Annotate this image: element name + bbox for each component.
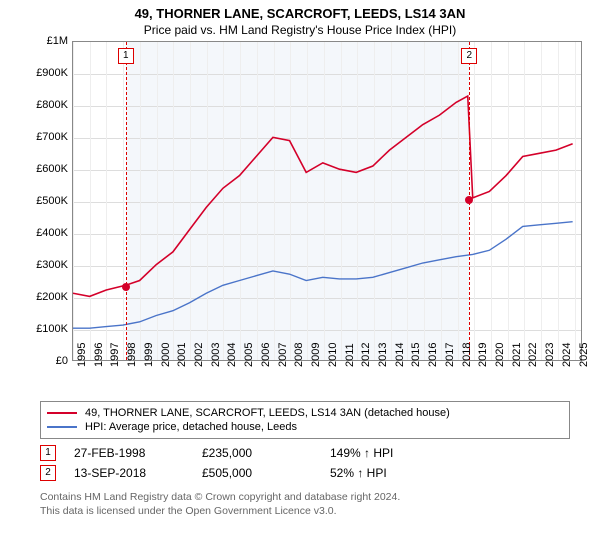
line-layer [73,42,581,360]
page-subtitle: Price paid vs. HM Land Registry's House … [0,21,600,41]
annotation-flag: 2 [40,465,56,481]
legend-row: 49, THORNER LANE, SCARCROFT, LEEDS, LS14… [47,406,563,420]
y-tick-label: £900K [18,67,68,79]
y-tick-label: £600K [18,163,68,175]
marker-dot-1 [122,283,130,291]
legend-swatch [47,412,77,414]
series-price_paid [73,96,573,296]
footer-line2: This data is licensed under the Open Gov… [40,505,570,519]
legend-row: HPI: Average price, detached house, Leed… [47,420,563,434]
annotation-row: 1 27-FEB-1998 £235,000 149% ↑ HPI [40,443,570,463]
x-tick-label: 2002 [193,343,205,367]
x-tick-label: 1998 [126,343,138,367]
marker-flag-1: 1 [118,48,134,64]
x-tick-label: 2017 [444,343,456,367]
container: 49, THORNER LANE, SCARCROFT, LEEDS, LS14… [0,0,600,560]
x-tick-label: 2015 [410,343,422,367]
annotation-price: £235,000 [202,446,312,460]
series-hpi [73,222,573,329]
y-tick-label: £300K [18,259,68,271]
y-tick-label: £100K [18,323,68,335]
chart-area: £0£100K£200K£300K£400K£500K£600K£700K£80… [30,41,590,391]
annotation-delta: 149% ↑ HPI [330,446,440,460]
x-tick-label: 2001 [176,343,188,367]
y-tick-label: £700K [18,131,68,143]
x-tick-label: 2005 [243,343,255,367]
marker-flag-2: 2 [461,48,477,64]
x-tick-label: 2003 [210,343,222,367]
y-tick-label: £1M [18,35,68,47]
x-tick-label: 2024 [561,343,573,367]
x-tick-label: 1996 [93,343,105,367]
y-tick-label: £800K [18,99,68,111]
x-tick-label: 2000 [160,343,172,367]
x-tick-label: 2020 [494,343,506,367]
annotation-price: £505,000 [202,466,312,480]
annotation-flag: 1 [40,445,56,461]
x-tick-label: 2010 [327,343,339,367]
y-tick-label: £500K [18,195,68,207]
footer-line1: Contains HM Land Registry data © Crown c… [40,491,570,505]
x-tick-label: 1999 [143,343,155,367]
y-tick-label: £0 [18,355,68,367]
x-tick-label: 2009 [310,343,322,367]
x-tick-label: 2004 [226,343,238,367]
footer: Contains HM Land Registry data © Crown c… [40,491,570,518]
x-tick-label: 2012 [360,343,372,367]
annotation-delta: 52% ↑ HPI [330,466,440,480]
x-tick-label: 2013 [377,343,389,367]
annotation-date: 27-FEB-1998 [74,446,184,460]
y-tick-label: £400K [18,227,68,239]
x-tick-label: 2022 [527,343,539,367]
x-tick-label: 2025 [578,343,590,367]
marker-line-1 [126,42,127,360]
annotation-row: 2 13-SEP-2018 £505,000 52% ↑ HPI [40,463,570,483]
x-tick-label: 2008 [293,343,305,367]
y-tick-label: £200K [18,291,68,303]
x-tick-label: 2018 [461,343,473,367]
x-tick-label: 2019 [477,343,489,367]
x-tick-label: 2006 [260,343,272,367]
x-tick-label: 2011 [344,343,356,367]
plot: 12 [72,41,582,361]
legend-label: HPI: Average price, detached house, Leed… [85,421,297,433]
annotations: 1 27-FEB-1998 £235,000 149% ↑ HPI 2 13-SEP-20… [40,443,570,483]
legend: 49, THORNER LANE, SCARCROFT, LEEDS, LS14… [40,401,570,439]
x-tick-label: 2021 [511,343,523,367]
marker-dot-2 [465,196,473,204]
page-title: 49, THORNER LANE, SCARCROFT, LEEDS, LS14… [0,0,600,21]
x-tick-label: 2014 [394,343,406,367]
annotation-date: 13-SEP-2018 [74,466,184,480]
legend-swatch [47,426,77,428]
x-tick-label: 1997 [109,343,121,367]
x-tick-label: 1995 [76,343,88,367]
x-tick-label: 2023 [544,343,556,367]
legend-label: 49, THORNER LANE, SCARCROFT, LEEDS, LS14… [85,407,450,419]
x-tick-label: 2016 [427,343,439,367]
x-tick-label: 2007 [277,343,289,367]
